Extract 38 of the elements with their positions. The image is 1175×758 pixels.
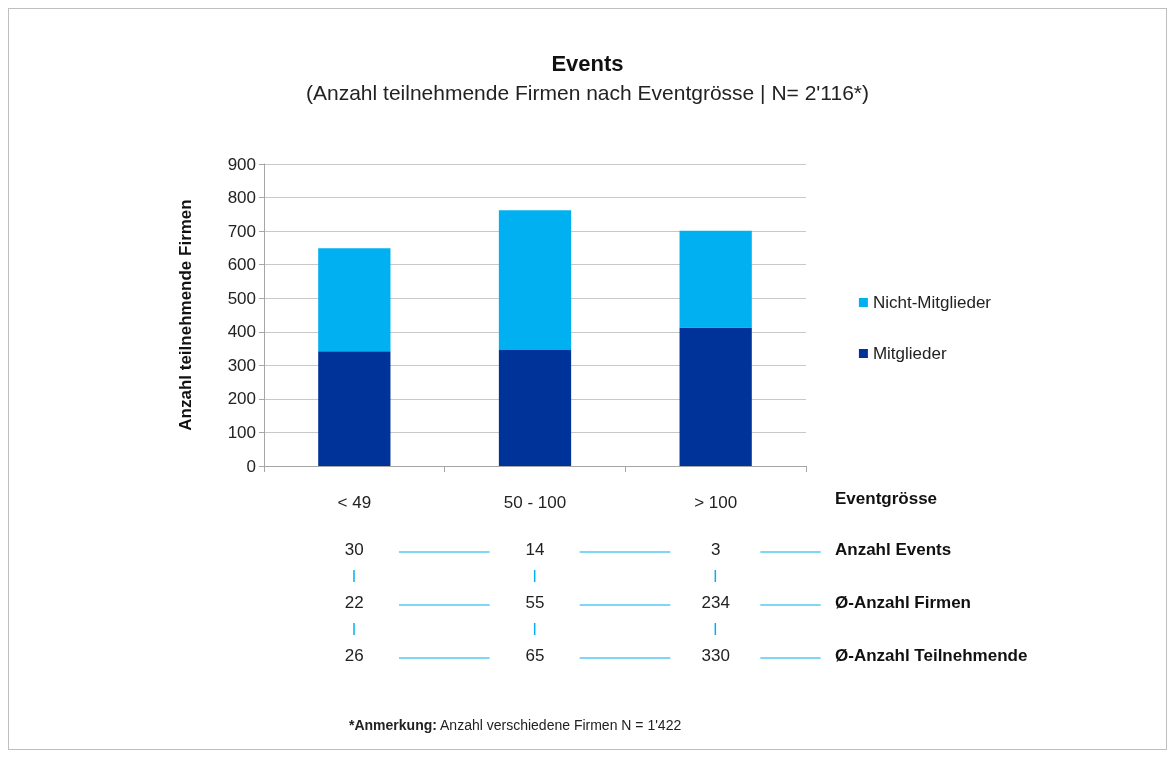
text: 330: [700, 646, 731, 666]
y-tick-label: 800: [227, 188, 256, 208]
text: Ø-Anzahl Firmen: [835, 593, 972, 613]
y-tick-label: 500: [227, 288, 256, 308]
x-tick-label: 50 - 100: [503, 493, 567, 512]
text: 22: [343, 593, 365, 613]
bar: [498, 349, 572, 466]
y-tick-label: 300: [227, 355, 256, 375]
bar: [498, 210, 572, 350]
y-tick-label: 900: [227, 154, 256, 174]
bar: [318, 248, 391, 352]
text: 234: [700, 593, 731, 613]
y-axis-title: Anzahl teilnehmende Firmen: [176, 199, 195, 431]
text: Ø-Anzahl Teilnehmende: [835, 646, 1028, 666]
bar: [679, 230, 752, 328]
y-tick-label: 600: [227, 255, 256, 275]
bar: [679, 327, 752, 466]
x-tick-label: < 49: [337, 493, 372, 512]
text: 55: [524, 593, 546, 613]
y-tick-label: 700: [227, 221, 256, 241]
text: Anzahl Events: [835, 540, 952, 560]
chart-title: Events: [551, 50, 624, 76]
text: 30: [343, 540, 365, 560]
y-tick-label: 200: [227, 389, 256, 409]
y-tick-label: 0: [246, 456, 256, 476]
text: 3: [709, 540, 722, 560]
legend-label: Mitglieder: [872, 344, 947, 363]
text: 14: [524, 540, 546, 560]
x-tick-label: > 100: [694, 493, 738, 512]
y-tick-label: 400: [227, 322, 256, 342]
x-axis-title: Eventgrösse: [835, 489, 938, 508]
chart-subtitle: (Anzahl teilnehmende Firmen nach Eventgrösse | N= 2'116*): [306, 81, 869, 104]
legend-label: Nicht-Mitglieder: [872, 293, 992, 312]
bar: [318, 351, 391, 466]
text: 26: [343, 646, 365, 666]
text: 65: [524, 646, 546, 666]
y-tick-label: 100: [227, 422, 256, 442]
text: *Anmerkung: Anzahl verschiedene Firmen N = 1'422: [349, 717, 682, 733]
